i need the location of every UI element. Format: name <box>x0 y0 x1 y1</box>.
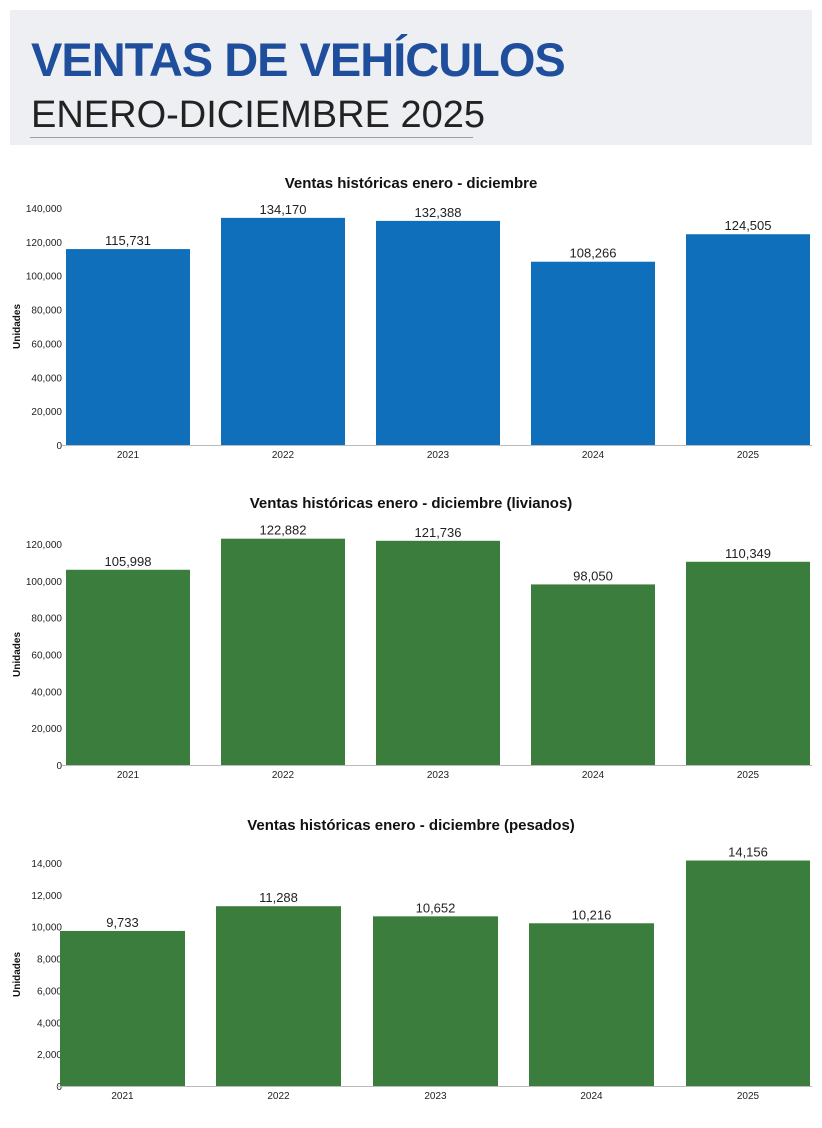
y-tick-label: 60,000 <box>31 339 62 350</box>
data-label: 10,652 <box>416 900 456 915</box>
data-label: 132,388 <box>415 205 462 220</box>
y-tick-label: 0 <box>56 1082 62 1093</box>
chart-total-sales: Ventas históricas enero - diciembre Unida… <box>12 175 812 461</box>
x-tick-label: 2024 <box>582 770 605 781</box>
x-tick-label: 2021 <box>117 450 140 461</box>
x-tick-label: 2022 <box>267 1091 290 1102</box>
bar-2024 <box>529 923 654 1086</box>
x-tick-label: 2021 <box>117 770 140 781</box>
y-tick-label: 80,000 <box>31 306 62 317</box>
chart-title: Ventas históricas enero - diciembre (pes… <box>247 817 575 834</box>
y-tick-label: 14,000 <box>31 859 62 870</box>
y-tick-label: 20,000 <box>31 407 62 418</box>
y-tick-label: 10,000 <box>31 923 62 934</box>
data-label: 98,050 <box>573 568 613 583</box>
y-tick-label: 6,000 <box>37 986 62 997</box>
chart-title: Ventas históricas enero - diciembre (liv… <box>250 495 573 512</box>
y-tick-label: 40,000 <box>31 373 62 384</box>
data-label: 122,882 <box>260 523 307 538</box>
data-label: 9,733 <box>106 915 139 930</box>
subtitle-underline <box>30 137 473 138</box>
data-label: 105,998 <box>105 554 152 569</box>
report-header: VENTAS DE VEHÍCULOS ENERO-DICIEMBRE 2025 <box>10 10 812 145</box>
bar-2025 <box>686 234 810 445</box>
y-tick-label: 60,000 <box>31 651 62 662</box>
data-label: 121,736 <box>415 525 462 540</box>
y-tick-label: 8,000 <box>37 955 62 966</box>
y-tick-label: 0 <box>56 441 62 452</box>
data-label: 108,266 <box>570 246 617 261</box>
y-tick-label: 0 <box>56 761 62 772</box>
chart-light-vehicle-sales: Ventas históricas enero - diciembre (liv… <box>12 495 812 781</box>
x-tick-label: 2024 <box>580 1091 603 1102</box>
y-tick-label: 80,000 <box>31 614 62 625</box>
bar-2025 <box>686 860 810 1086</box>
report-subtitle: ENERO-DICIEMBRE 2025 <box>31 94 486 136</box>
y-tick-label: 120,000 <box>26 238 63 249</box>
x-tick-label: 2022 <box>272 450 295 461</box>
y-tick-label: 100,000 <box>26 272 63 283</box>
x-tick-label: 2023 <box>427 770 450 781</box>
y-tick-label: 12,000 <box>31 891 62 902</box>
data-label: 10,216 <box>572 907 612 922</box>
bar-2023 <box>376 220 500 445</box>
y-tick-label: 120,000 <box>26 540 63 551</box>
bar-2024 <box>531 261 655 445</box>
bar-2021 <box>60 930 185 1086</box>
bar-2024 <box>531 584 655 765</box>
chart-title: Ventas históricas enero - diciembre <box>285 175 538 192</box>
x-tick-label: 2025 <box>737 770 760 781</box>
x-tick-label: 2024 <box>582 450 605 461</box>
data-label: 110,349 <box>725 546 771 561</box>
x-tick-label: 2023 <box>427 450 450 461</box>
data-label: 134,170 <box>260 202 307 217</box>
x-tick-label: 2021 <box>111 1091 134 1102</box>
bar-2022 <box>221 217 345 445</box>
y-tick-label: 2,000 <box>37 1050 62 1061</box>
y-axis-label: Unidades <box>12 952 23 997</box>
bar-2021 <box>66 569 190 765</box>
data-label: 124,505 <box>725 218 772 233</box>
data-label: 14,156 <box>728 845 768 860</box>
data-label: 11,288 <box>259 890 298 905</box>
bar-2023 <box>373 916 498 1086</box>
y-axis-label: Unidades <box>12 632 23 677</box>
x-tick-label: 2022 <box>272 770 295 781</box>
bar-2021 <box>66 249 190 445</box>
data-label: 115,731 <box>105 233 151 248</box>
y-tick-label: 4,000 <box>37 1018 62 1029</box>
chart-heavy-vehicle-sales: Ventas históricas enero - diciembre (pes… <box>12 817 812 1102</box>
x-tick-label: 2025 <box>737 1091 760 1102</box>
y-tick-label: 100,000 <box>26 577 63 588</box>
bar-2022 <box>216 906 341 1086</box>
bar-2025 <box>686 561 810 765</box>
y-tick-label: 40,000 <box>31 687 62 698</box>
bar-2022 <box>221 538 345 765</box>
y-axis-label: Unidades <box>12 304 23 349</box>
bar-2023 <box>376 540 500 765</box>
report-title: VENTAS DE VEHÍCULOS <box>31 33 566 86</box>
y-tick-label: 20,000 <box>31 724 62 735</box>
x-tick-label: 2023 <box>424 1091 447 1102</box>
x-tick-label: 2025 <box>737 450 760 461</box>
y-tick-label: 140,000 <box>26 204 63 215</box>
